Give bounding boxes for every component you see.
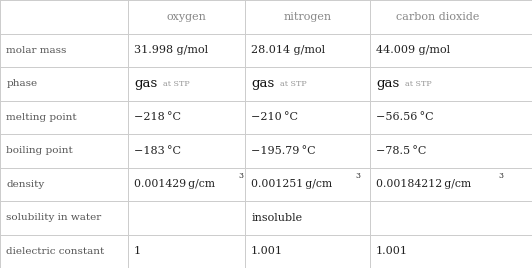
Text: molar mass: molar mass: [6, 46, 66, 55]
Text: phase: phase: [6, 79, 38, 88]
Text: at STP: at STP: [280, 80, 306, 88]
Text: −195.79 °C: −195.79 °C: [251, 146, 315, 156]
Text: 3: 3: [238, 172, 244, 180]
Text: 0.001429 g/cm: 0.001429 g/cm: [134, 179, 215, 189]
Text: at STP: at STP: [163, 80, 189, 88]
Text: −210 °C: −210 °C: [251, 112, 298, 122]
Text: −56.56 °C: −56.56 °C: [376, 112, 434, 122]
Text: 1.001: 1.001: [251, 246, 283, 256]
Text: 0.001251 g/cm: 0.001251 g/cm: [251, 179, 332, 189]
Text: oxygen: oxygen: [167, 12, 206, 22]
Text: insoluble: insoluble: [251, 213, 302, 223]
Text: at STP: at STP: [405, 80, 431, 88]
Text: −218 °C: −218 °C: [134, 112, 181, 122]
Text: 3: 3: [356, 172, 361, 180]
Text: dielectric constant: dielectric constant: [6, 247, 105, 256]
Text: 31.998 g/mol: 31.998 g/mol: [134, 45, 208, 55]
Text: 44.009 g/mol: 44.009 g/mol: [376, 45, 450, 55]
Text: 1.001: 1.001: [376, 246, 408, 256]
Text: −78.5 °C: −78.5 °C: [376, 146, 427, 156]
Text: nitrogen: nitrogen: [283, 12, 331, 22]
Text: gas: gas: [251, 77, 275, 90]
Text: density: density: [6, 180, 45, 189]
Text: 3: 3: [499, 172, 504, 180]
Text: 28.014 g/mol: 28.014 g/mol: [251, 45, 325, 55]
Text: melting point: melting point: [6, 113, 77, 122]
Text: 0.00184212 g/cm: 0.00184212 g/cm: [376, 179, 471, 189]
Text: gas: gas: [134, 77, 157, 90]
Text: carbon dioxide: carbon dioxide: [396, 12, 479, 22]
Text: gas: gas: [376, 77, 400, 90]
Text: boiling point: boiling point: [6, 146, 73, 155]
Text: −183 °C: −183 °C: [134, 146, 181, 156]
Text: solubility in water: solubility in water: [6, 213, 102, 222]
Text: 1: 1: [134, 246, 141, 256]
